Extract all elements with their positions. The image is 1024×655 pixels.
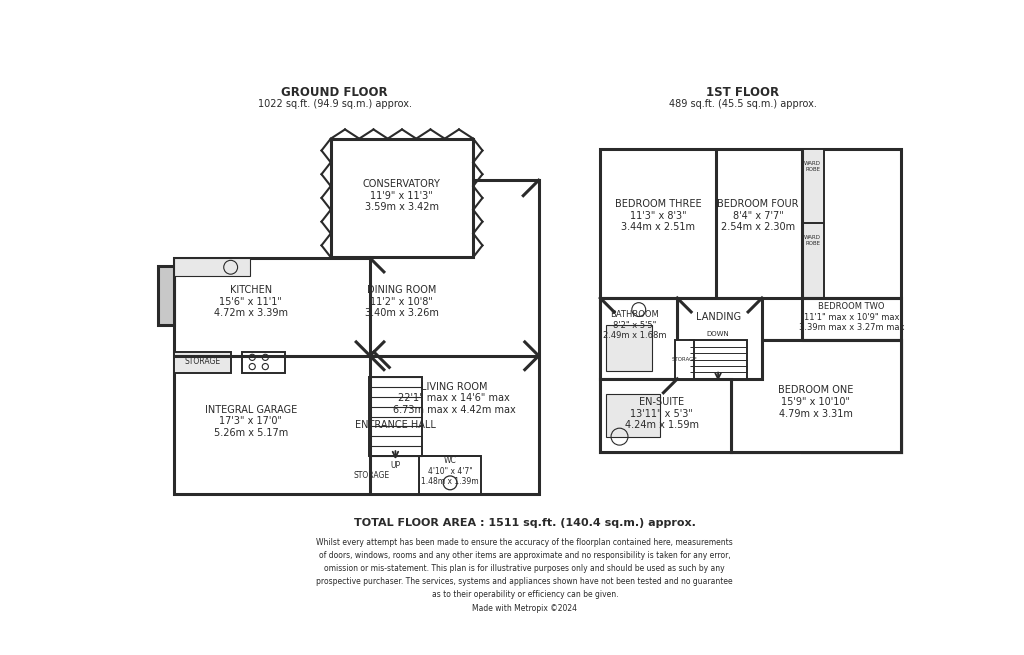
Bar <box>174 352 230 373</box>
Text: WARD
ROBE: WARD ROBE <box>804 161 821 172</box>
Text: INTEGRAL GARAGE
17'3" x 17'0"
5.26m x 5.17m: INTEGRAL GARAGE 17'3" x 17'0" 5.26m x 5.… <box>205 405 297 438</box>
Text: LIVING ROOM
22'1" max x 14'6" max
6.73m max x 4.42m max: LIVING ROOM 22'1" max x 14'6" max 6.73m … <box>392 382 515 415</box>
Bar <box>802 298 900 452</box>
Text: STORAGE: STORAGE <box>185 357 221 365</box>
Text: UP: UP <box>390 460 400 470</box>
Bar <box>600 298 677 379</box>
Text: TOTAL FLOOR AREA : 1511 sq.ft. (140.4 sq.m.) approx.: TOTAL FLOOR AREA : 1511 sq.ft. (140.4 sq… <box>354 518 695 528</box>
Text: EN-SUITE
13'11" x 5'3"
4.24m x 1.59m: EN-SUITE 13'11" x 5'3" 4.24m x 1.59m <box>625 397 698 430</box>
Bar <box>370 456 419 495</box>
Text: LANDING: LANDING <box>695 312 740 322</box>
Text: BEDROOM ONE
15'9" x 10'10"
4.79m x 3.31m: BEDROOM ONE 15'9" x 10'10" 4.79m x 3.31m <box>778 385 854 419</box>
Bar <box>600 379 731 452</box>
Text: 1ST FLOOR: 1ST FLOOR <box>707 86 779 99</box>
Text: CONSERVATORY
11'9" x 11'3"
3.59m x 3.42m: CONSERVATORY 11'9" x 11'3" 3.59m x 3.42m <box>362 179 440 212</box>
Bar <box>677 298 762 379</box>
Text: 489 sq.ft. (45.5 sq.m.) approx.: 489 sq.ft. (45.5 sq.m.) approx. <box>669 99 817 109</box>
Text: ENTRANCE HALL: ENTRANCE HALL <box>355 420 436 430</box>
Bar <box>690 341 746 379</box>
Text: BEDROOM THREE
11'3" x 8'3"
3.44m x 2.51m: BEDROOM THREE 11'3" x 8'3" 3.44m x 2.51m <box>614 199 701 233</box>
Text: STORAGE: STORAGE <box>672 357 697 362</box>
Text: DOWN: DOWN <box>707 331 729 337</box>
Bar <box>174 258 250 276</box>
Bar <box>331 139 473 257</box>
Bar <box>731 341 900 452</box>
Text: 1022 sq.ft. (94.9 sq.m.) approx.: 1022 sq.ft. (94.9 sq.m.) approx. <box>258 99 412 109</box>
Bar <box>243 352 285 373</box>
Text: WC
4'10" x 4'7"
1.48m x 1.39m: WC 4'10" x 4'7" 1.48m x 1.39m <box>421 457 479 486</box>
Text: KITCHEN
15'6" x 11'1"
4.72m x 3.39m: KITCHEN 15'6" x 11'1" 4.72m x 3.39m <box>214 286 288 318</box>
Text: GROUND FLOOR: GROUND FLOOR <box>282 86 388 99</box>
Text: Whilst every attempt has been made to ensure the accuracy of the floorplan conta: Whilst every attempt has been made to en… <box>316 538 733 612</box>
Polygon shape <box>174 180 539 495</box>
Bar <box>802 149 823 298</box>
Text: DINING ROOM
11'2" x 10'8"
3.40m x 3.26m: DINING ROOM 11'2" x 10'8" 3.40m x 3.26m <box>365 286 438 318</box>
Bar <box>419 456 481 495</box>
Bar <box>600 149 900 452</box>
Bar <box>605 325 652 371</box>
Bar <box>370 377 422 456</box>
Text: BATHROOM
8'2" x 5'5"
2.49m x 1.68m: BATHROOM 8'2" x 5'5" 2.49m x 1.68m <box>603 310 667 340</box>
Bar <box>605 394 659 437</box>
Bar <box>675 341 694 379</box>
Text: BEDROOM FOUR
8'4" x 7'7"
2.54m x 2.30m: BEDROOM FOUR 8'4" x 7'7" 2.54m x 2.30m <box>718 199 799 233</box>
Bar <box>731 341 900 452</box>
Bar <box>159 266 174 325</box>
Text: WARD
ROBE: WARD ROBE <box>804 235 821 246</box>
Text: BEDROOM TWO
11'1" max x 10'9" max
3.39m max x 3.27m max: BEDROOM TWO 11'1" max x 10'9" max 3.39m … <box>799 303 904 332</box>
Text: STORAGE: STORAGE <box>353 472 390 480</box>
